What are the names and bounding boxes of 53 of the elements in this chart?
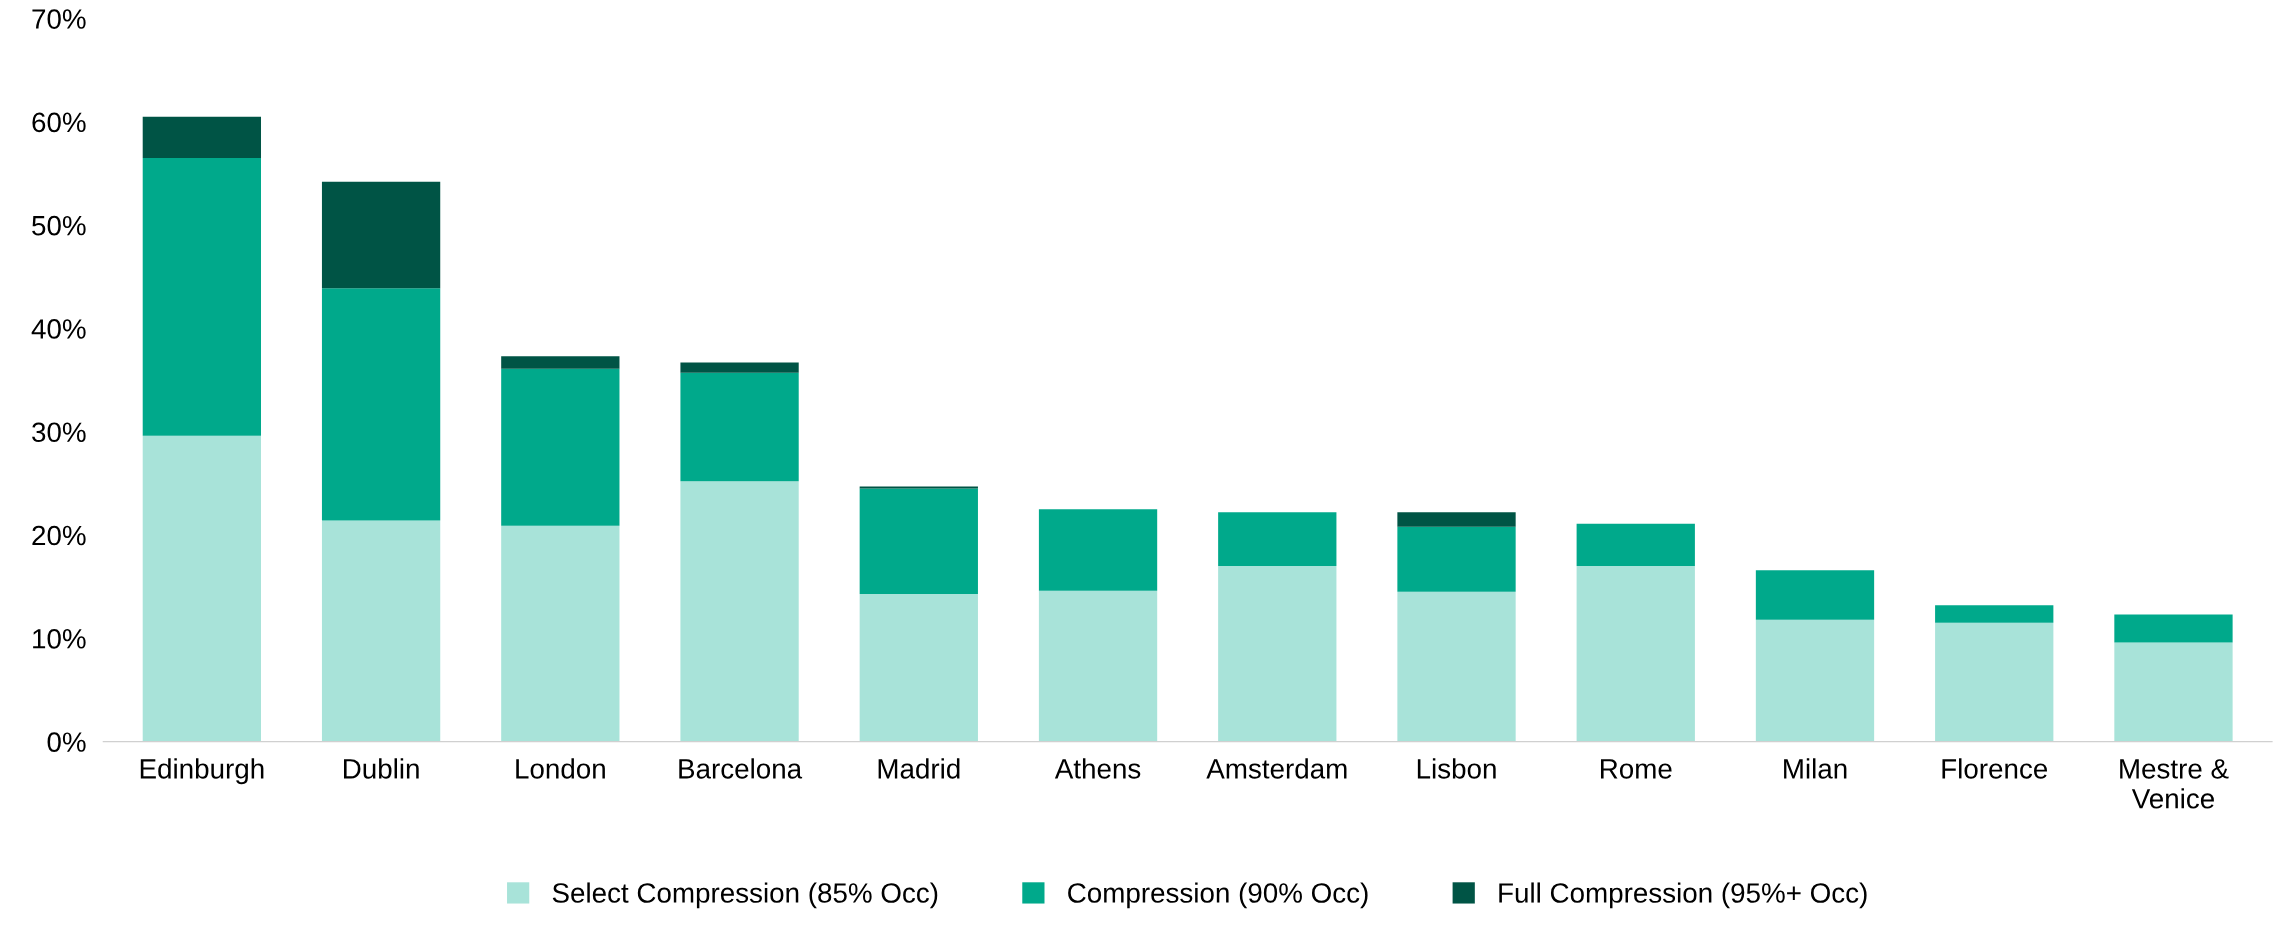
bar: [1218, 512, 1337, 566]
bar: [321, 288, 441, 521]
x-tick-label: Dublin: [344, 758, 419, 779]
bar: [680, 362, 799, 373]
bar: [859, 486, 978, 489]
bar: [1576, 523, 1695, 566]
y-tick-label: 20%: [32, 525, 86, 546]
x-tick-label: Edinburgh: [140, 758, 264, 785]
bar: [321, 181, 441, 289]
bar: [1397, 591, 1516, 742]
bar: [1038, 509, 1158, 591]
bar: [2114, 642, 2233, 742]
x-tick-label: Lisbon: [1417, 758, 1496, 779]
bar: [501, 368, 620, 526]
legend-label: Select Compression (85% Occ): [552, 882, 938, 909]
y-tick-label: 50%: [32, 215, 86, 236]
x-tick-label: Milan: [1784, 758, 1847, 779]
legend-label: Full Compression (95%+ Occ): [1499, 882, 1867, 909]
x-tick-label: Amsterdam: [1206, 758, 1347, 779]
bar: [1755, 619, 1875, 742]
x-tick-label: Mestre & Venice: [2120, 759, 2229, 809]
bar: [680, 372, 799, 482]
bar: [1935, 605, 2054, 623]
bar: [1755, 570, 1875, 620]
bar: [501, 356, 620, 369]
bar: [859, 593, 978, 742]
y-tick-label: 0%: [47, 732, 86, 752]
bar: [859, 488, 978, 594]
y-tick-label: 70%: [32, 9, 86, 29]
bar: [1038, 590, 1158, 742]
bar: [680, 481, 799, 742]
y-tick-label: 60%: [32, 112, 86, 133]
bar: [2114, 614, 2233, 643]
bar: [142, 157, 261, 436]
x-tick-label: London: [516, 758, 605, 779]
y-tick-label: 10%: [33, 628, 86, 649]
bar: [1576, 566, 1695, 742]
x-tick-label: Barcelona: [679, 758, 803, 779]
bar: [1218, 566, 1337, 742]
x-tick-label: Madrid: [878, 758, 960, 779]
bar: [142, 116, 261, 158]
x-tick-label: Rome: [1600, 759, 1672, 779]
bar: [142, 435, 261, 742]
y-tick-label: 40%: [31, 319, 86, 339]
bar: [321, 520, 441, 742]
bar: [1935, 622, 2054, 742]
bar: [1397, 512, 1516, 527]
x-tick-label: Athens: [1054, 758, 1141, 779]
x-tick-label: Florence: [1942, 758, 2048, 779]
bar: [1397, 526, 1516, 592]
y-tick-label: 30%: [32, 422, 86, 443]
bar: [501, 525, 620, 742]
legend-label: Compression (90% Occ): [1068, 882, 1368, 909]
